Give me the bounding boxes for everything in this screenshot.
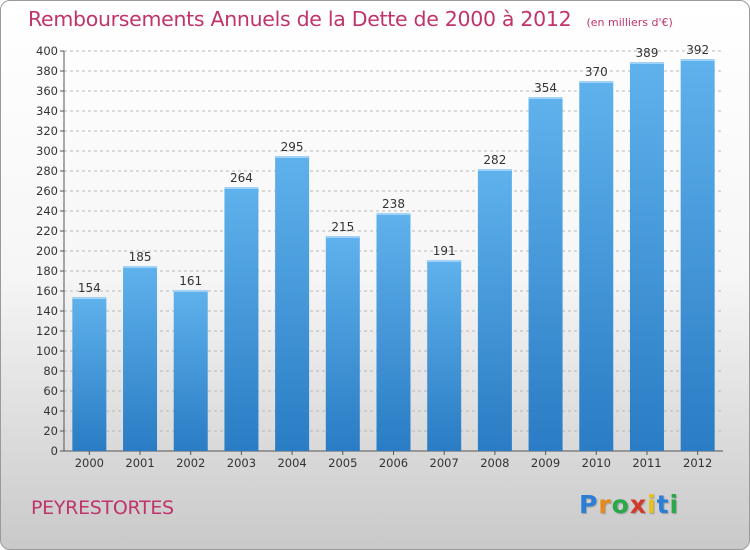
y-tick-label: 300 — [36, 144, 58, 158]
bar-highlight — [528, 97, 563, 99]
bar-highlight — [579, 81, 614, 83]
y-tick-label: 320 — [36, 124, 58, 138]
y-tick-label: 380 — [36, 64, 58, 78]
bar-highlight — [123, 266, 158, 268]
data-label: 185 — [129, 250, 152, 264]
x-tick-label: 2001 — [125, 456, 154, 470]
bar — [173, 290, 208, 451]
x-tick-labels: 2000 2001 2002 2003 2004 2005 2006 2007 2008 2009… — [75, 456, 713, 470]
data-label: 215 — [331, 220, 354, 234]
bar — [224, 187, 259, 451]
logo-letter: r — [598, 490, 612, 519]
y-tick-label: 160 — [36, 284, 58, 298]
x-tick-label: 2011 — [632, 456, 661, 470]
x-tick-label: 2003 — [227, 456, 256, 470]
y-tick-label: 360 — [36, 84, 58, 98]
x-tick-label: 2002 — [176, 456, 205, 470]
data-label: 264 — [230, 171, 253, 185]
proxiti-logo[interactable]: Proxiti — [579, 490, 679, 519]
data-label: 154 — [78, 281, 101, 295]
logo-letter: x — [629, 490, 647, 519]
x-tick-label: 2005 — [328, 456, 357, 470]
bar — [528, 97, 563, 451]
y-tick-label: 140 — [36, 304, 58, 318]
bar-highlight — [427, 260, 462, 262]
commune-name: PEYRESTORTES — [31, 497, 174, 519]
bars — [72, 59, 715, 451]
data-label: 282 — [483, 153, 506, 167]
bar — [680, 59, 715, 451]
bar-highlight — [477, 169, 512, 171]
bar — [72, 297, 107, 451]
y-tick-label: 40 — [43, 404, 58, 418]
bar-highlight — [680, 59, 715, 61]
logo-letter: P — [579, 490, 599, 519]
y-tick-label: 240 — [36, 204, 58, 218]
bar-highlight — [72, 297, 107, 299]
y-tick-label: 220 — [36, 224, 58, 238]
bar-highlight — [629, 62, 664, 64]
y-tick-label: 80 — [43, 364, 58, 378]
bar — [376, 213, 411, 451]
logo-letter: i — [669, 490, 680, 519]
data-label: 191 — [433, 244, 456, 258]
data-label: 389 — [636, 46, 659, 60]
y-tick-labels: 0 20 40 60 80 100 120 140 160 180 200 220 240 260 280 3… — [36, 44, 58, 458]
bar-highlight — [325, 236, 360, 238]
y-tick-label: 100 — [36, 344, 58, 358]
bar — [629, 62, 664, 451]
x-tick-label: 2012 — [683, 456, 712, 470]
data-label: 238 — [382, 197, 405, 211]
x-tick-label: 2000 — [75, 456, 104, 470]
y-tick-label: 200 — [36, 244, 58, 258]
data-label: 354 — [534, 81, 557, 95]
x-tick-label: 2008 — [480, 456, 509, 470]
y-tick-label: 180 — [36, 264, 58, 278]
y-tick-label: 260 — [36, 184, 58, 198]
y-tick-label: 60 — [43, 384, 58, 398]
bar-highlight — [376, 213, 411, 215]
x-tick-label: 2006 — [379, 456, 408, 470]
chart-title: Remboursements Annuels de la Dette de 20… — [28, 7, 572, 31]
bar-highlight — [173, 290, 208, 292]
bar — [477, 169, 512, 451]
y-tick-label: 20 — [43, 424, 58, 438]
y-tick-label: 0 — [51, 444, 58, 458]
x-tick-label: 2004 — [277, 456, 306, 470]
bar — [123, 266, 158, 451]
bar — [325, 236, 360, 451]
title-row: Remboursements Annuels de la Dette de 20… — [28, 7, 673, 31]
data-label: 370 — [585, 65, 608, 79]
bar — [275, 156, 310, 451]
y-tick-label: 340 — [36, 104, 58, 118]
bar-highlight — [224, 187, 259, 189]
bar — [579, 81, 614, 451]
x-tick-label: 2007 — [430, 456, 459, 470]
logo-letter: o — [611, 490, 630, 519]
data-label: 295 — [281, 140, 304, 154]
y-tick-label: 280 — [36, 164, 58, 178]
data-labels: 154 185 161 264 295 215 238 191 282 354 370 389 392 — [78, 43, 709, 295]
data-label: 392 — [686, 43, 709, 57]
x-tick-label: 2010 — [582, 456, 611, 470]
data-label: 161 — [179, 274, 202, 288]
logo-letter: i — [647, 490, 657, 519]
logo-letter: t — [656, 490, 670, 519]
bar — [427, 260, 462, 451]
y-tick-label: 400 — [36, 44, 58, 58]
x-tick-label: 2009 — [531, 456, 560, 470]
y-tick-label: 120 — [36, 324, 58, 338]
bar-highlight — [275, 156, 310, 158]
chart-subtitle: (en milliers d'€) — [586, 16, 673, 29]
